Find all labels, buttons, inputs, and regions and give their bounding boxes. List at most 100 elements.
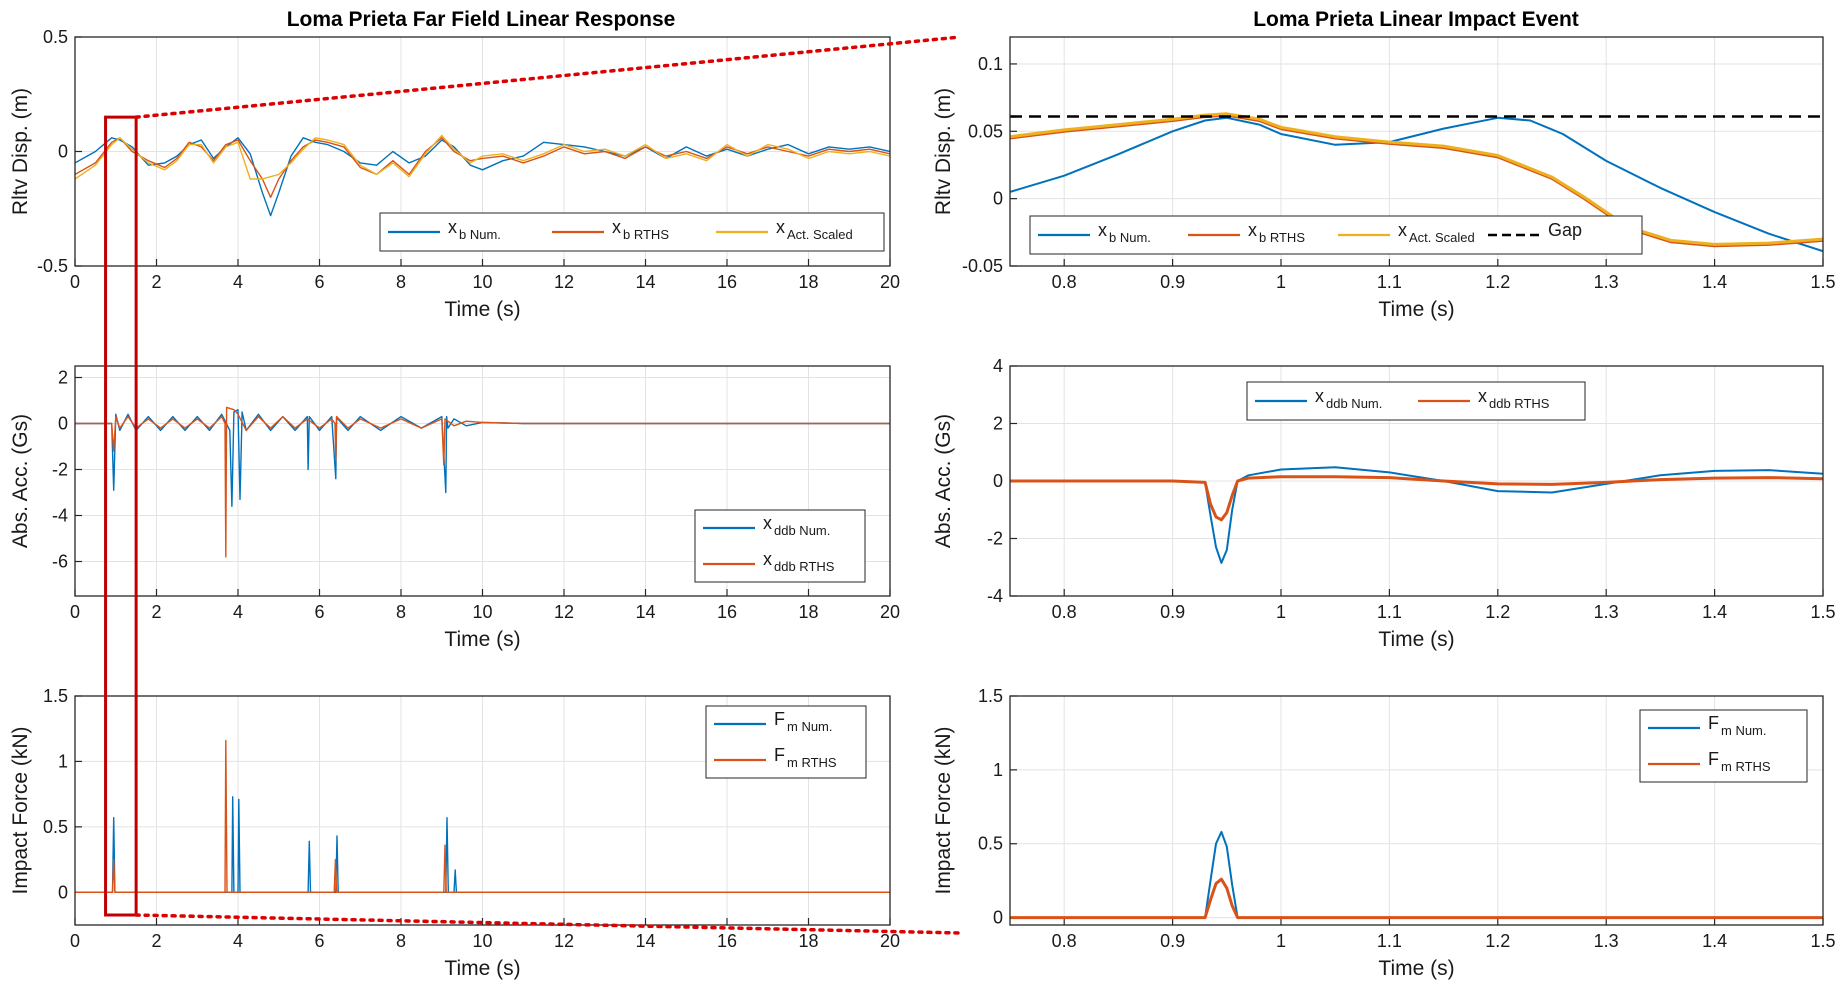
series-group [75,739,890,893]
x-tick-label: 1 [1276,602,1286,622]
y-tick-label: 2 [993,414,1003,434]
legend-label: x Act. Scaled [776,217,853,242]
x-axis-label: Time (s) [1378,957,1454,980]
x-tick-label: 8 [396,602,406,622]
y-tick-label: -4 [987,586,1003,606]
series-line-num [1010,830,1823,919]
legend-label: x ddb RTHS [1478,386,1550,411]
y-tick-label: 1 [58,751,68,771]
y-tick-label: 4 [993,356,1003,376]
y-tick-label: 0 [993,471,1003,491]
legend-box [705,705,867,779]
axes-box [1009,365,1824,597]
y-tick-label: -2 [987,529,1003,549]
chart-panel-6: 0.8 0.9 1 1.1 1.2 1.3 1.4 1.5 0 0.5 1 1.5 Time (s) Im… [932,686,1836,980]
x-tick-label: 6 [314,272,324,292]
y-axis-label: Abs. Acc. (Gs) [9,414,32,548]
y-tick-label: 1.5 [978,686,1003,706]
x-tick-label: 8 [396,272,406,292]
x-tick-label: 20 [880,272,900,292]
y-tick-label: 0.5 [43,27,68,47]
x-tick-label: 6 [314,602,324,622]
series-group [1010,466,1823,564]
chart-panel-2: 0.8 0.9 1 1.1 1.2 1.3 1.4 1.5 -0.05 0 0.05 0.1 Time … [932,36,1836,321]
legend-box [379,212,885,252]
axes-box [1009,36,1824,267]
x-tick-label: 12 [554,931,574,951]
x-tick-label: 4 [233,602,243,622]
x-tick-label: 1.4 [1702,602,1727,622]
x-tick-label: 10 [472,931,492,951]
zoom-connector-top [134,35,962,119]
x-tick-label: 18 [798,602,818,622]
series-group [75,134,890,217]
x-tick-label: 1.3 [1594,272,1619,292]
y-axis-label: Abs. Acc. (Gs) [932,414,955,548]
legend-box [694,509,866,583]
legend-label: x ddb Num. [763,513,830,538]
x-tick-label: 16 [717,272,737,292]
y-tick-label: 0.5 [978,834,1003,854]
right-figure-title: Loma Prieta Linear Impact Event [1253,8,1579,31]
chart-panel-4: 0.8 0.9 1 1.1 1.2 1.3 1.4 1.5 -4 -2 0 2 4 Time (s) Abs… [932,356,1836,651]
x-tick-label: 0 [70,602,80,622]
y-tick-label: 0.5 [43,817,68,837]
y-axis-label: Impact Force (kN) [932,726,955,894]
axes-box [1009,695,1824,926]
x-tick-label: 0.9 [1160,602,1185,622]
x-tick-label: 18 [798,272,818,292]
x-tick-label: 2 [151,931,161,951]
x-axis-label: Time (s) [444,298,520,321]
x-tick-label: 1.4 [1702,272,1727,292]
x-axis-label: Time (s) [444,628,520,651]
x-tick-label: 1 [1276,272,1286,292]
y-tick-label: 0 [58,414,68,434]
x-tick-label: 0.9 [1160,931,1185,951]
zoom-connector-bottom [134,913,962,935]
y-tick-label: -0.05 [962,256,1003,276]
x-tick-label: 14 [635,931,655,951]
x-tick-label: 1.1 [1377,931,1402,951]
x-tick-label: 16 [717,602,737,622]
series-group [1010,830,1823,920]
series-line-rths [1010,877,1823,920]
series-line-rths [75,406,890,558]
axes-box [74,36,891,267]
y-tick-label: -2 [52,460,68,480]
x-tick-label: 1.2 [1485,272,1510,292]
y-tick-label: -0.5 [37,256,68,276]
x-tick-label: 14 [635,602,655,622]
y-axis-label: Impact Force (kN) [9,726,32,894]
x-tick-label: 20 [880,602,900,622]
legend-label: x ddb Num. [1315,386,1382,411]
series-line-rths [75,739,890,893]
x-tick-label: 10 [472,272,492,292]
y-tick-label: 0.1 [978,54,1003,74]
x-tick-label: 1.5 [1810,602,1835,622]
x-tick-label: 16 [717,931,737,951]
legend-label: Gap [1548,220,1582,240]
legend-label: x ddb RTHS [763,549,835,574]
y-tick-label: 1.5 [43,686,68,706]
x-tick-label: 0 [70,931,80,951]
y-tick-label: 1 [993,760,1003,780]
series-group [1010,112,1823,253]
x-axis-label: Time (s) [1378,298,1454,321]
series-line-num [1010,466,1823,564]
x-tick-label: 10 [472,602,492,622]
axes-box [74,695,891,926]
chart-panel-3: 0 2 4 6 8 10 12 14 16 18 20 -6 -4 -2 0 2 Time (s) Abs. Ac… [9,365,900,651]
legend-box [1029,215,1643,255]
chart-panel-5: 0 2 4 6 8 10 12 14 16 18 20 0 0.5 1 1.5 Time (s) Impact … [9,686,900,980]
y-tick-label: 0 [993,908,1003,928]
